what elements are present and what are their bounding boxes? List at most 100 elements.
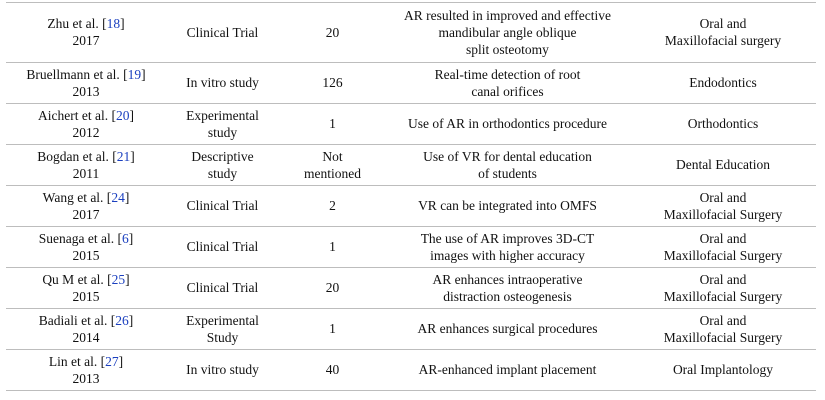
reference-number: 25: [111, 271, 126, 287]
sample-line: mentioned: [304, 165, 361, 181]
type-cell: Clinical Trial: [165, 185, 280, 226]
finding-line: mandibular angle oblique: [438, 24, 577, 40]
author-cell: Zhu et al. [18] 2017: [6, 2, 166, 62]
reference-number: 21: [116, 148, 131, 164]
author-cell: Qu M et al. [25] 2015: [6, 267, 166, 308]
type-line: study: [207, 124, 238, 140]
sample-line: 1: [329, 239, 336, 254]
author-line: Lin et al. [27]: [49, 353, 123, 370]
field-line: Orthodontics: [687, 116, 759, 131]
author-text: Qu M et al. [: [42, 271, 112, 287]
type-cell: Experimental Study: [165, 308, 280, 349]
year: 2013: [72, 370, 100, 386]
finding-line: The use of AR improves 3D-CT: [420, 230, 595, 246]
sample-cell: 2: [280, 185, 385, 226]
sample-line: 1: [329, 116, 336, 131]
author-text: Wang et al. [: [42, 189, 112, 205]
sample-cell: 20: [280, 267, 385, 308]
field-line: Endodontics: [689, 75, 757, 90]
field-line: Oral and: [699, 271, 747, 287]
author-line: Suenaga et al. [6]: [39, 230, 133, 247]
field-cell: Orthodontics: [630, 103, 816, 144]
reference-number: 26: [115, 312, 129, 328]
field-line: Oral and: [699, 189, 747, 205]
author-line: Aichert et al. [20]: [38, 107, 134, 124]
reference-number: 20: [115, 107, 130, 123]
author-cell: Suenaga et al. [6] 2015: [6, 226, 166, 267]
author-text: ]: [118, 353, 124, 369]
field-line: Oral and: [699, 312, 747, 328]
type-cell: Clinical Trial: [165, 267, 280, 308]
type-cell: Descriptive study: [165, 144, 280, 185]
field-cell: Oral and Maxillofacial Surgery: [630, 308, 816, 349]
reference-number: 24: [111, 189, 125, 205]
sample-cell: 126: [280, 62, 385, 103]
sample-cell: Not mentioned: [280, 144, 385, 185]
type-cell: In vitro study: [165, 62, 280, 103]
field-line: Maxillofacial Surgery: [663, 288, 783, 304]
author-line: Badiali et al. [26]: [39, 312, 133, 329]
finding-cell: Use of AR in orthodontics procedure: [385, 103, 630, 144]
finding-line: distraction osteogenesis: [443, 288, 572, 304]
author-text: Zhu et al. [: [47, 16, 107, 31]
finding-line: images with higher accuracy: [430, 247, 585, 263]
finding-line: Use of AR in orthodontics procedure: [407, 116, 608, 131]
author-cell: Lin et al. [27] 2013: [6, 349, 166, 390]
finding-cell: AR resulted in improved and effective man…: [385, 2, 630, 62]
sample-cell: 1: [280, 103, 385, 144]
row-rule: [6, 349, 816, 350]
sample-cell: 40: [280, 349, 385, 390]
finding-cell: The use of AR improves 3D-CT images with …: [385, 226, 630, 267]
year: 2012: [72, 124, 100, 140]
year: 2014: [72, 329, 100, 345]
type-line: In vitro study: [186, 362, 259, 377]
sample-line: 126: [322, 75, 343, 90]
type-cell: Clinical Trial: [165, 226, 280, 267]
author-text: Badiali et al. [: [38, 312, 116, 328]
reference-number: 18: [106, 16, 121, 31]
field-cell: Oral and Maxillofacial Surgery: [630, 185, 816, 226]
field-line: Oral and: [699, 230, 747, 246]
field-cell: Endodontics: [630, 62, 816, 103]
finding-cell: AR-enhanced implant placement: [385, 349, 630, 390]
field-cell: Oral Implantology: [630, 349, 816, 390]
field-line: Oral and: [699, 16, 747, 31]
field-line: Oral Implantology: [672, 362, 774, 377]
type-line: In vitro study: [186, 75, 259, 90]
author-cell: Badiali et al. [26] 2014: [6, 308, 166, 349]
row-rule: [6, 103, 816, 104]
author-text: Bruellmann et al. [: [26, 66, 128, 82]
row-rule: [6, 308, 816, 309]
finding-cell: AR enhances intraoperative distraction os…: [385, 267, 630, 308]
author-text: Bogdan et al. [: [37, 148, 117, 164]
field-cell: Oral and Maxillofacial Surgery: [630, 267, 816, 308]
year: 2013: [72, 83, 100, 99]
finding-line: VR can be integrated into OMFS: [418, 198, 597, 213]
field-cell: Oral and Maxillofacial Surgery: [630, 226, 816, 267]
author-text: ]: [130, 148, 135, 164]
row-rule: [6, 62, 816, 63]
author-line: Wang et al. [24]: [43, 189, 130, 206]
author-text: ]: [120, 16, 125, 31]
author-text: Suenaga et al. [: [38, 230, 122, 246]
finding-cell: Real-time detection of root canal orifice…: [385, 62, 630, 103]
field-cell: Oral and Maxillofacial surgery: [630, 2, 816, 62]
type-line: Descriptive: [191, 148, 254, 164]
year: 2017: [72, 206, 100, 222]
sample-line: Not: [322, 148, 343, 164]
field-line: Dental Education: [675, 157, 771, 172]
field-line: Maxillofacial Surgery: [663, 329, 783, 345]
year: 2011: [72, 165, 100, 181]
sample-line: 20: [325, 24, 340, 40]
author-text: ]: [141, 66, 146, 82]
sample-cell: 1: [280, 226, 385, 267]
author-line: Qu M et al. [25]: [42, 271, 129, 288]
sample-cell: 1: [280, 308, 385, 349]
type-line: Clinical Trial: [186, 280, 259, 295]
author-line: Bruellmann et al. [19]: [26, 66, 145, 83]
finding-line: Real-time detection of root: [434, 66, 581, 82]
row-rule: [6, 390, 816, 391]
sample-line: 2: [329, 198, 336, 213]
finding-line: Use of VR for dental education: [423, 148, 592, 164]
